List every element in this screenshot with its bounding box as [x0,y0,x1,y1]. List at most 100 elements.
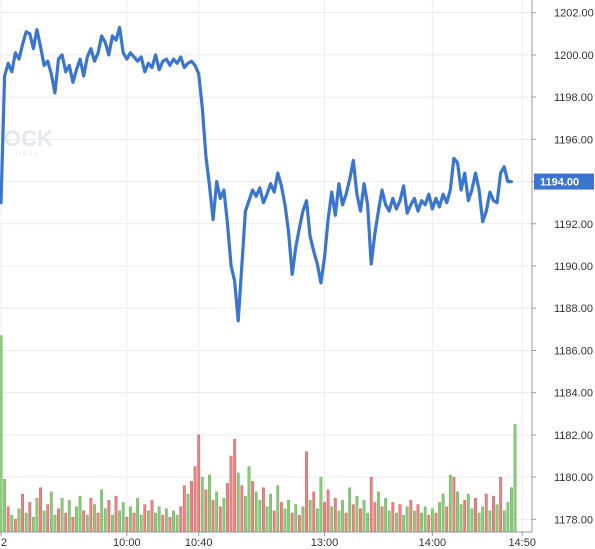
y-tick-label: 1192.00 [554,219,593,231]
volume-bar [85,514,89,533]
volume-bar [71,517,75,533]
volume-bar [387,510,391,533]
volume-bar [143,504,147,533]
volume-bar [67,500,71,533]
volume-bar [488,510,492,533]
volume-bar [64,512,68,533]
volume-bar [190,481,193,533]
volume-bar [125,517,129,533]
volume-bar [287,500,290,533]
volume-bar [279,502,283,533]
volume-bar [24,512,28,533]
volume-bar [251,481,255,533]
volume-bar [21,493,24,533]
volume-bar [402,514,405,533]
volume-bar [384,498,388,533]
volume-bar [60,498,64,533]
last-price-marker: 1194.00 [534,173,594,190]
volume-bar [477,512,481,533]
volume-bar [326,489,330,533]
volume-bar [359,508,362,533]
volume-bar [93,504,96,533]
volume-bar [150,500,154,533]
volume-bar [430,508,434,533]
volume-bar [175,514,179,533]
volume-bar [215,491,219,533]
volume-bar [154,512,157,533]
volume-bar [3,479,6,533]
volume-bar [333,498,337,533]
y-tick-label: 1186.00 [554,345,593,357]
volume-bar [186,493,190,533]
y-tick-label: 1202.00 [554,8,594,20]
volume-bar [330,506,334,533]
volume-bar [42,510,46,533]
volume-bar [315,508,319,533]
volume-bar [466,493,470,533]
volume-bar [254,491,258,533]
volume-bar [344,512,348,533]
volume-bar [89,498,93,533]
svg-text:OBAL: OBAL [16,152,40,158]
volume-bar [445,506,449,533]
volume-bar [409,500,413,533]
volume-bar [308,500,312,533]
y-tick-label: 1198.00 [554,92,593,104]
volume-bar [312,491,316,533]
volume-bar [341,500,344,533]
x-tick-label: 10:40 [185,537,213,549]
volume-bar [269,493,272,533]
volume-bar [272,510,276,533]
volume-bar [441,493,445,533]
volume-bar [168,517,172,533]
volume-bar [290,512,294,533]
volume-bar [470,508,474,533]
volume-bar [200,476,204,533]
volume-bar [111,514,114,533]
x-tick-label: 13:00 [311,537,339,549]
volume-bar [17,508,21,533]
y-tick-label: 1188.00 [554,303,593,315]
volume-bar [513,424,517,533]
volume-bar [46,504,50,533]
volume-bar [438,502,441,533]
volume-bar [506,502,510,533]
volume-bar [463,500,467,533]
volume-bar [240,485,244,533]
volume-bar [495,504,499,533]
volume-bar [121,502,125,533]
y-tick-label: 1200.00 [554,50,594,62]
volume-bar [96,512,100,533]
y-tick-label: 1190.00 [554,261,593,273]
x-tick-label: 2 [1,537,7,549]
volume-bar [244,495,247,533]
volume-bar [262,487,265,533]
volume-bar [459,504,463,533]
volume-bar [107,500,111,533]
volume-bar [35,498,39,533]
volume-bar [0,335,3,533]
volume-bar [499,476,503,533]
volume-bar [161,514,165,533]
volume-bar [182,485,186,533]
volume-bar [164,508,168,533]
volume-bar [348,487,352,533]
y-tick-label: 1178.00 [554,514,593,526]
volume-bar [49,491,53,533]
x-tick-label: 14:00 [419,537,447,549]
volume-bar [118,510,122,533]
volume-bar [283,508,287,533]
volume-bar [452,476,456,533]
volume-bar [423,506,427,533]
volume-bar [391,502,395,533]
volume-bar [211,500,215,533]
volume-bar [427,514,431,533]
volume-bar [179,506,183,533]
volume-bar [57,508,60,533]
volume-bar [369,476,373,533]
volume-bar [366,512,370,533]
volume-bar [247,466,251,533]
volume-bar [13,519,17,533]
volume-bar [39,487,42,533]
